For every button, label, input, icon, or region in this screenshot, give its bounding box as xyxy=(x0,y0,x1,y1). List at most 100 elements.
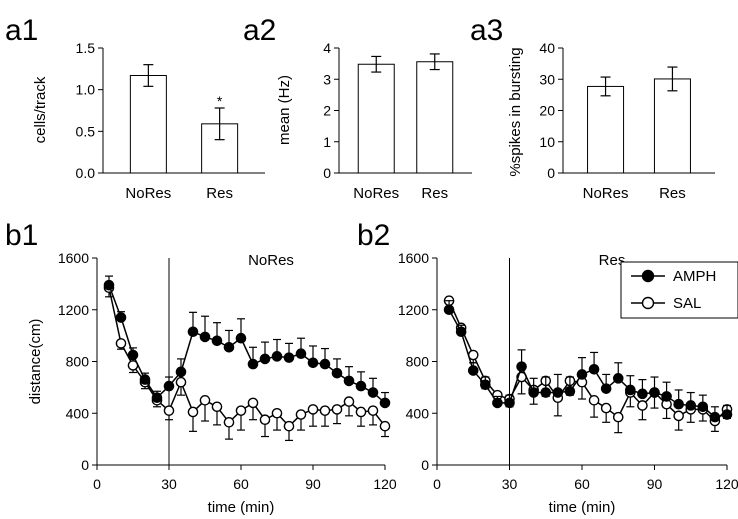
data-point-amph xyxy=(685,400,697,411)
series-line-sal xyxy=(448,300,728,423)
data-point-sal xyxy=(355,406,367,418)
y-tick-label: 0.0 xyxy=(76,165,96,181)
legend-box xyxy=(620,261,738,319)
data-point-amph xyxy=(163,380,175,392)
data-point-sal xyxy=(247,397,259,409)
y-tick-label: 3 xyxy=(323,71,331,87)
x-tick-label: 60 xyxy=(574,476,590,492)
bar xyxy=(653,78,691,174)
data-point-sal xyxy=(588,395,600,406)
y-tick-label: 10 xyxy=(539,134,555,150)
bar xyxy=(357,63,395,174)
data-point-amph xyxy=(588,363,600,375)
x-tick-label: 0 xyxy=(93,476,101,492)
data-point-amph xyxy=(492,397,503,409)
y-axis-title: mean (Hz) xyxy=(276,75,293,145)
data-point-amph xyxy=(187,326,199,338)
y-tick-label: 1 xyxy=(323,134,331,150)
data-point-sal xyxy=(343,396,355,407)
data-point-sal xyxy=(163,405,175,416)
bar xyxy=(129,75,167,174)
significance-marker: * xyxy=(217,93,223,109)
data-point-amph xyxy=(319,358,331,370)
chart-title: NoRes xyxy=(248,252,294,269)
data-point-amph xyxy=(343,375,355,387)
bar xyxy=(416,61,454,174)
legend-label: AMPH xyxy=(673,268,716,285)
series-line-amph xyxy=(108,284,386,404)
y-tick-label: 800 xyxy=(406,354,430,370)
data-point-sal xyxy=(331,404,343,415)
data-point-sal xyxy=(379,420,391,432)
data-point-sal xyxy=(600,402,612,414)
data-point-amph xyxy=(259,353,271,365)
data-point-sal xyxy=(259,414,271,426)
data-point-amph xyxy=(576,369,588,380)
data-point-amph xyxy=(103,279,115,291)
data-point-amph xyxy=(175,366,187,378)
category-label: Res xyxy=(206,185,233,202)
data-point-amph xyxy=(612,373,624,384)
data-point-sal xyxy=(295,409,307,420)
panel-label-a1: a1 xyxy=(5,14,38,47)
category-label: Res xyxy=(659,185,686,202)
data-point-amph xyxy=(649,387,660,398)
y-tick-label: 1.0 xyxy=(76,82,96,98)
y-tick-label: 0 xyxy=(323,165,331,181)
category-label: NoRes xyxy=(353,185,399,202)
series-line-amph xyxy=(448,309,728,418)
bar xyxy=(587,85,625,174)
data-point-amph xyxy=(540,387,552,398)
data-point-sal xyxy=(187,406,199,418)
data-point-amph xyxy=(721,409,733,420)
legend-marker xyxy=(641,296,655,310)
data-point-amph xyxy=(223,341,235,353)
x-axis-title: time (min) xyxy=(208,499,275,516)
data-point-sal xyxy=(637,400,648,411)
x-tick-label: 90 xyxy=(647,476,663,492)
x-tick-label: 30 xyxy=(502,476,518,492)
y-tick-label: 4 xyxy=(323,40,331,56)
bar-chart-a1: 0.0 0.5 1.0 1.5 cells/track NoRes Res * xyxy=(32,40,265,202)
data-point-amph xyxy=(211,335,223,347)
data-point-amph xyxy=(637,388,648,400)
data-point-amph xyxy=(625,384,636,396)
data-point-amph xyxy=(307,357,319,369)
y-tick-label: 0 xyxy=(421,457,429,473)
bar-chart-a3: 0 10 20 30 40 %spikes in bursting NoRes Res xyxy=(507,40,715,202)
data-point-amph xyxy=(504,397,515,409)
x-tick-label: 120 xyxy=(715,476,738,492)
data-point-sal xyxy=(211,401,223,413)
data-point-sal xyxy=(115,338,127,349)
data-point-amph xyxy=(443,304,455,316)
data-point-amph xyxy=(480,379,491,391)
data-point-sal xyxy=(235,405,247,416)
data-point-amph xyxy=(709,411,721,423)
data-point-amph xyxy=(552,387,564,398)
x-tick-label: 60 xyxy=(233,476,249,492)
data-point-amph xyxy=(139,374,151,385)
y-tick-label: 1200 xyxy=(398,302,429,318)
data-point-amph xyxy=(379,397,391,409)
y-tick-label: 1600 xyxy=(58,250,89,266)
y-tick-label: 1600 xyxy=(398,250,429,266)
data-point-amph xyxy=(516,361,527,372)
data-point-amph xyxy=(151,392,163,404)
data-point-amph xyxy=(235,332,247,344)
y-tick-label: 30 xyxy=(539,71,555,87)
x-axis-title: time (min) xyxy=(549,499,616,516)
y-tick-label: 0 xyxy=(81,457,89,473)
data-point-sal xyxy=(175,376,187,388)
data-point-amph xyxy=(331,367,343,379)
data-point-amph xyxy=(564,385,576,397)
y-tick-label: 40 xyxy=(539,40,555,56)
chart-title: Res xyxy=(599,252,626,269)
y-tick-label: 0 xyxy=(547,165,555,181)
data-point-amph xyxy=(283,352,295,363)
data-point-sal xyxy=(319,405,331,416)
data-point-sal xyxy=(271,407,283,419)
data-point-amph xyxy=(127,349,139,361)
x-tick-label: 0 xyxy=(433,476,441,492)
category-label: NoRes xyxy=(583,185,629,202)
